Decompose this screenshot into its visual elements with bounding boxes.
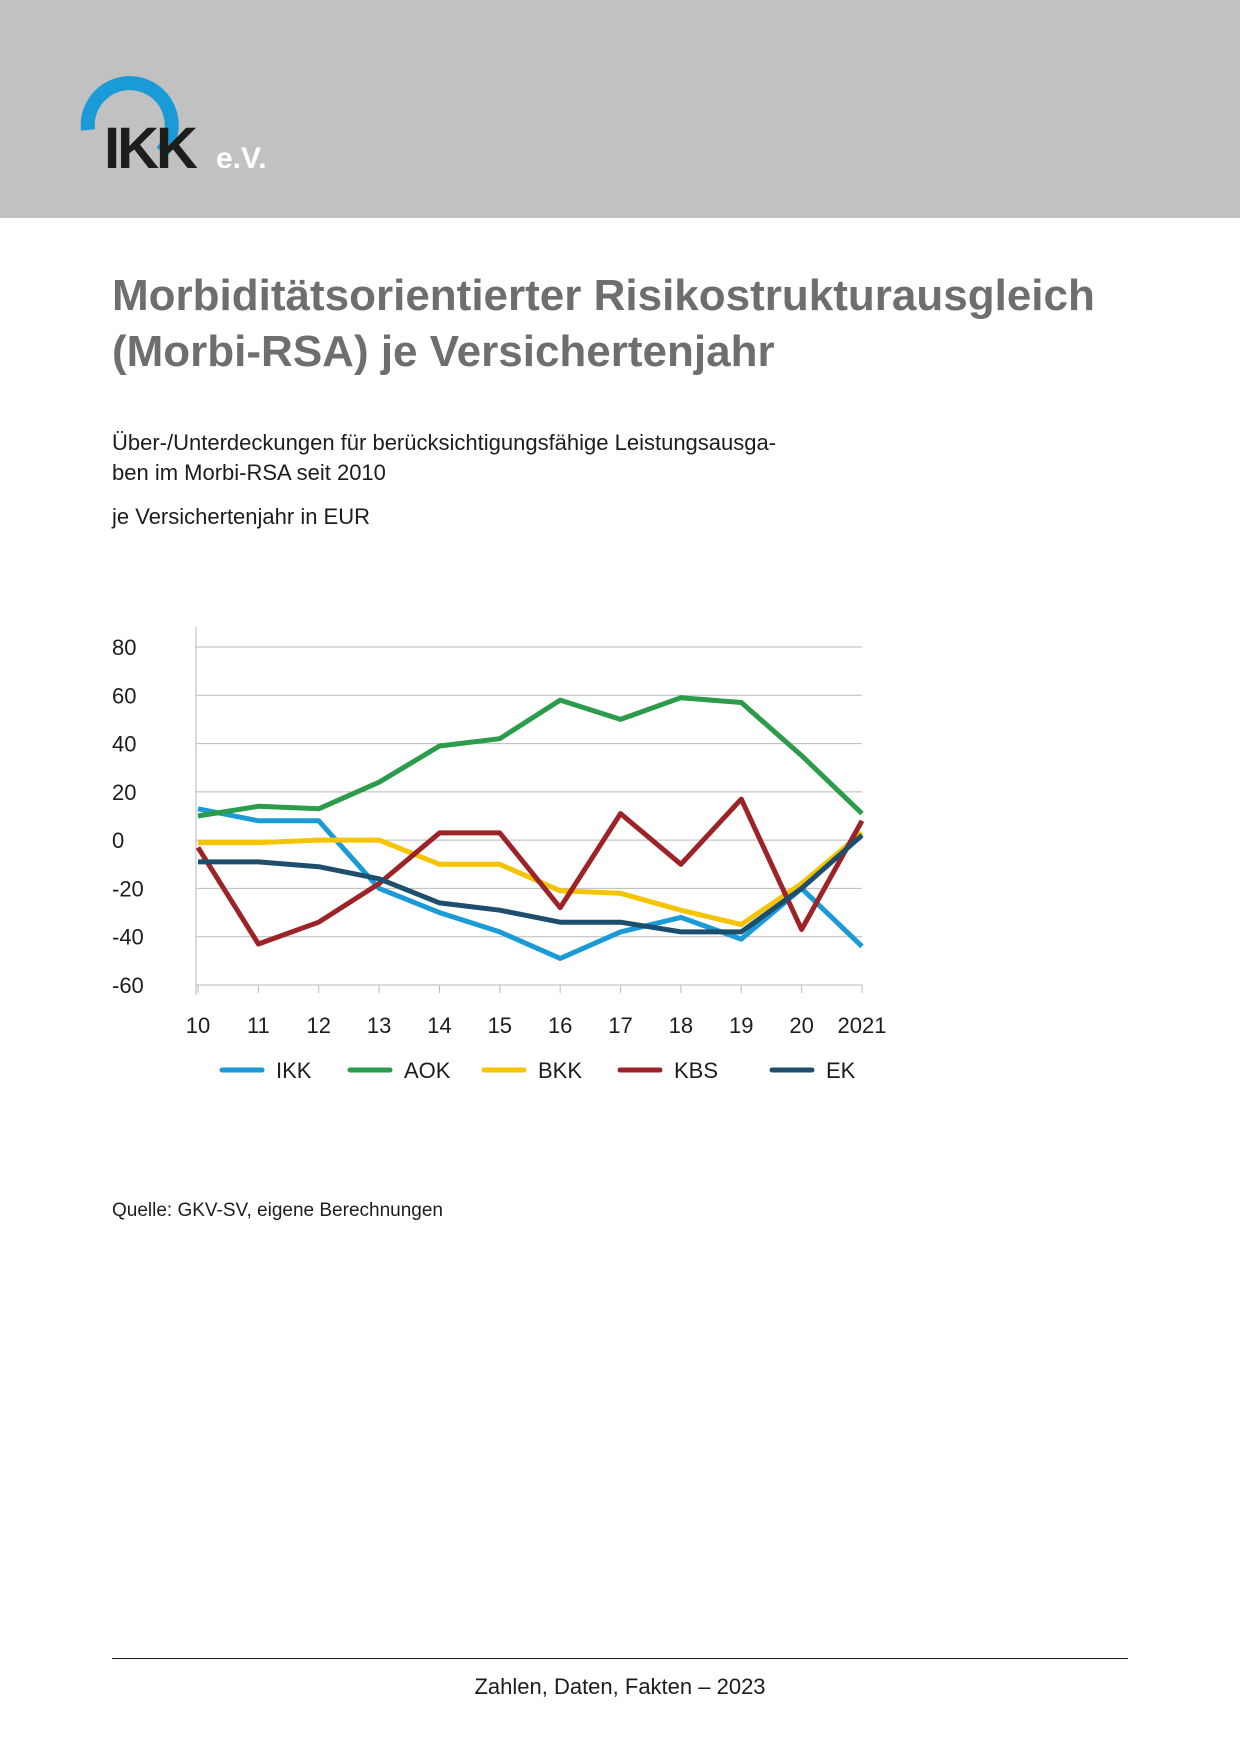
x-tick-label: 17	[608, 1013, 632, 1038]
x-tick-label: 13	[367, 1013, 391, 1038]
chart-subtitle-line-1: Über-/Unterdeckungen für berücksichtigun…	[112, 430, 777, 455]
page-title-line-1: Morbiditätsorientierter Risikostrukturau…	[112, 271, 1095, 320]
footer-text: Zahlen, Daten, Fakten – 2023	[474, 1674, 766, 1699]
y-tick-label: 60	[112, 683, 136, 708]
chart-subtitle-line-2: ben im Morbi-RSA seit 2010	[112, 460, 386, 485]
series-line-kbs	[195, 796, 865, 947]
series-line-ek	[198, 833, 864, 935]
y-tick-label: 0	[112, 828, 124, 853]
logo-ring-icon	[80, 76, 179, 157]
legend-label-kbs: KBS	[674, 1058, 718, 1083]
logo-wordmark: IKK	[104, 116, 198, 176]
x-tick-label: 16	[548, 1013, 572, 1038]
page-title: Morbiditätsorientierter Risikostrukturau…	[112, 268, 1192, 380]
legend-label-ikk: IKK	[276, 1058, 312, 1083]
y-tick-label: -40	[112, 925, 144, 950]
x-tick-label: 2021	[838, 1013, 887, 1038]
page-title-line-2: (Morbi-RSA) je Versichertenjahr	[112, 327, 775, 376]
logo-suffix: e.V.	[216, 142, 267, 175]
unit-label: je Versichertenjahr in EUR	[112, 504, 371, 529]
x-tick-label: 11	[247, 1013, 270, 1038]
x-tick-label: 14	[427, 1013, 451, 1038]
legend: IKK AOK BKK KBS EK	[219, 1058, 856, 1083]
x-tick-label: 20	[789, 1013, 813, 1038]
grid-lines	[196, 646, 862, 986]
y-tick-labels: 80 60 40 20 0 -20 -40 -60	[112, 635, 144, 998]
y-tick-label: 80	[112, 635, 136, 660]
x-tick-label: 15	[488, 1013, 512, 1038]
legend-label-ek: EK	[826, 1058, 856, 1083]
source-note: Quelle: GKV-SV, eigene Berechnungen	[112, 1200, 443, 1221]
y-tick-label: -60	[112, 973, 144, 998]
legend-label-aok: AOK	[404, 1058, 451, 1083]
x-tick-label: 18	[669, 1013, 693, 1038]
y-tick-label: 20	[112, 780, 136, 805]
x-tick-labels: 10 11 12 13 14 15 16 17 18 19 20 2021	[186, 1013, 887, 1038]
y-tick-label: -20	[112, 876, 144, 901]
y-tick-label: 40	[112, 732, 136, 757]
x-tick-label: 12	[306, 1013, 330, 1038]
series-line-ikk	[197, 806, 864, 961]
series-line-bkk	[198, 830, 864, 928]
ikk-logo: IKK e.V.	[80, 76, 267, 176]
series-line-aok	[197, 695, 864, 819]
axes	[195, 627, 863, 995]
x-tick-label: 10	[186, 1013, 210, 1038]
series-lines	[195, 695, 865, 961]
x-tick-label: 19	[729, 1013, 753, 1038]
footer-divider	[112, 1658, 1128, 1659]
chart-subtitle: Über-/Unterdeckungen für berücksichtigun…	[112, 428, 872, 488]
header-band	[0, 0, 1240, 218]
legend-label-bkk: BKK	[538, 1058, 582, 1083]
